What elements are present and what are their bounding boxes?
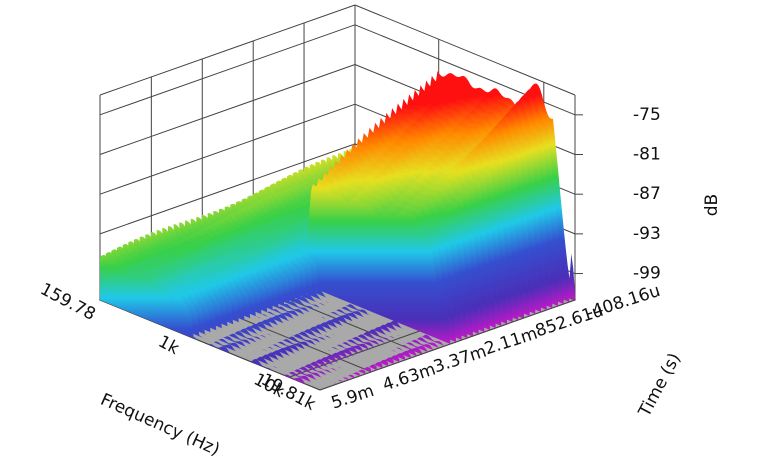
surface-slice (168, 226, 388, 366)
surface-slice (117, 246, 337, 384)
surface-slice (230, 183, 451, 344)
y-tick-label: 5.9m (329, 381, 377, 413)
x-tick-label: 1k (155, 332, 183, 359)
x-tick-label: 159.78 (37, 279, 99, 325)
box-edge (354, 4, 576, 96)
x-axis-title: Frequency (Hz) (97, 390, 222, 460)
z-tick-label: -75 (633, 105, 661, 125)
z-tick-label: -87 (633, 184, 661, 204)
surface-slice (105, 252, 326, 388)
grid-line (99, 24, 356, 116)
grid-line (99, 64, 356, 155)
box-edge (99, 4, 356, 96)
grid-line (99, 103, 356, 195)
surface-slice (162, 228, 383, 368)
z-axis-title: dB (702, 194, 722, 216)
surface-slice (100, 254, 320, 390)
z-tick-label: -99 (633, 264, 661, 284)
z-tick-label: -93 (633, 224, 661, 244)
grid-line (99, 143, 356, 235)
surface-slice (111, 249, 332, 386)
z-tick-label: -81 (633, 145, 661, 165)
y-axis-title: Time (s) (634, 350, 685, 421)
surface-slice (173, 224, 394, 364)
grid-line (319, 299, 576, 391)
